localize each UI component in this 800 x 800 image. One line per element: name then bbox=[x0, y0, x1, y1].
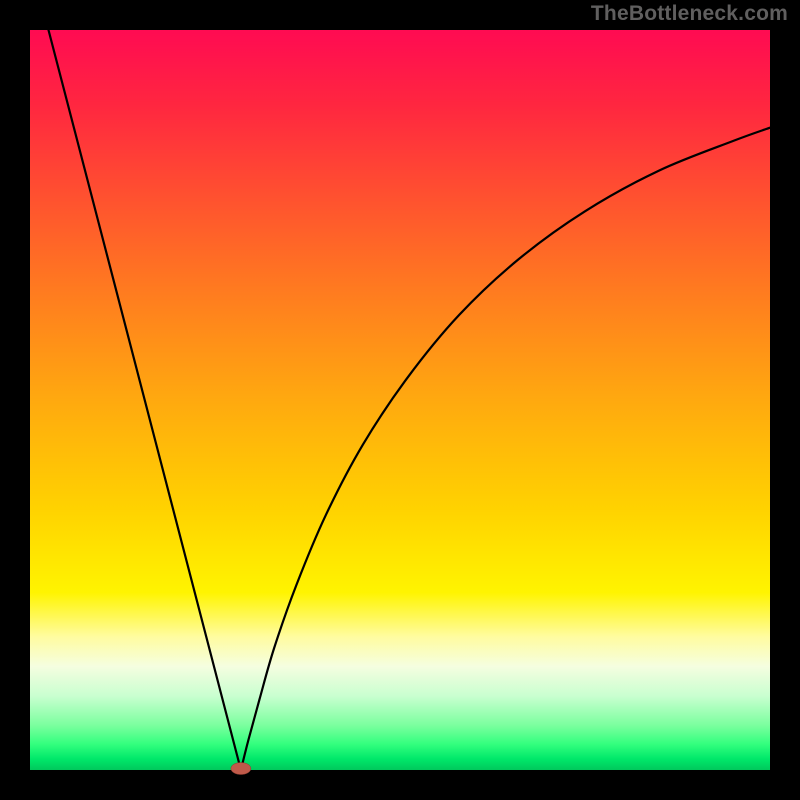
watermark-label: TheBottleneck.com bbox=[591, 2, 788, 26]
plot-background bbox=[30, 30, 770, 770]
chart-container: TheBottleneck.com bbox=[0, 0, 800, 800]
chart-svg bbox=[0, 0, 800, 800]
minimum-marker bbox=[231, 763, 251, 775]
